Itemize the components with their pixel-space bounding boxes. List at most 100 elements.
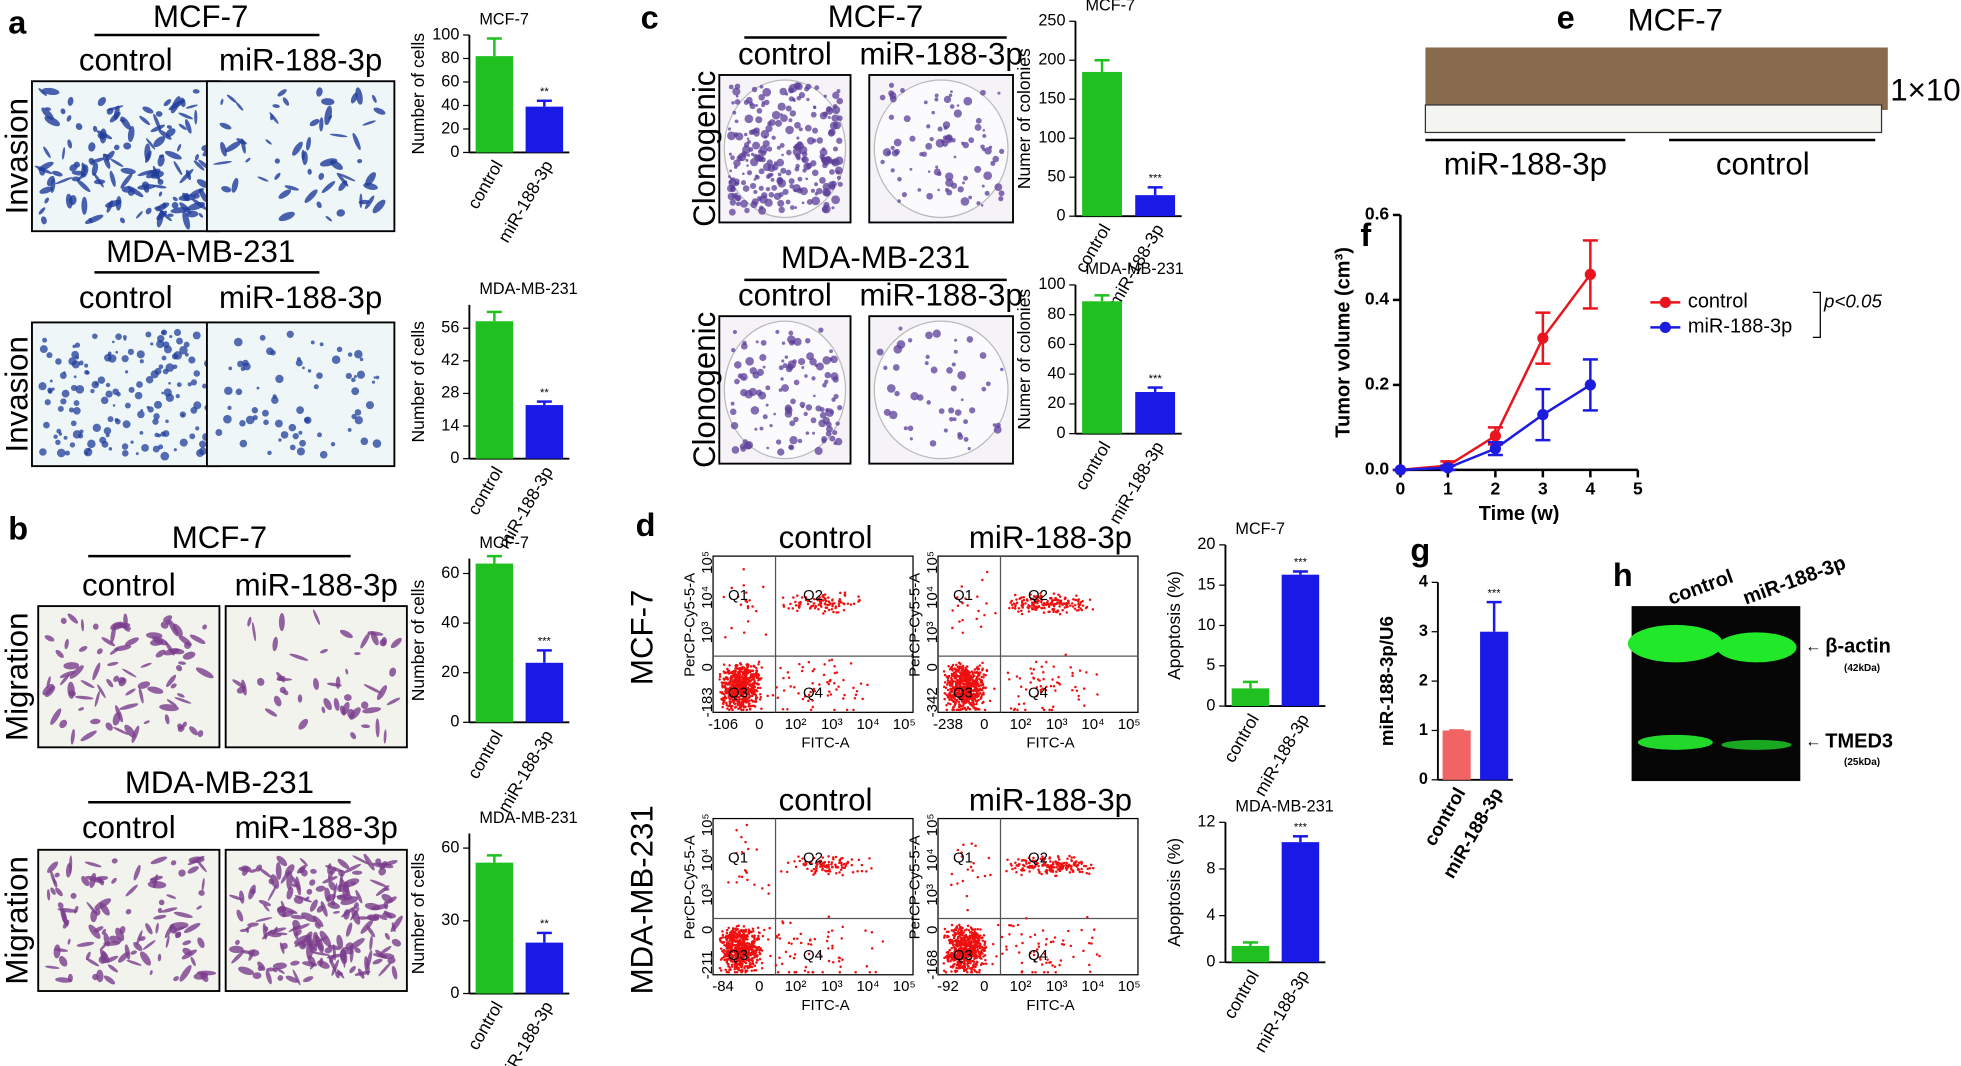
- cell: [729, 169, 732, 172]
- event: [753, 938, 755, 940]
- event: [1065, 862, 1067, 864]
- event: [967, 924, 969, 926]
- event: [798, 605, 800, 607]
- cell: [741, 180, 746, 185]
- event: [1053, 592, 1055, 594]
- y-tick-label: 0: [924, 663, 941, 671]
- cell: [240, 440, 248, 448]
- event: [842, 602, 844, 604]
- event: [827, 931, 829, 933]
- event: [1069, 871, 1071, 873]
- cell: [976, 201, 980, 205]
- cell: [162, 356, 167, 361]
- x-tick-label: 10⁵: [893, 716, 916, 733]
- y-tick-label: 0: [1056, 424, 1065, 442]
- event: [750, 699, 752, 701]
- cell: [968, 196, 972, 200]
- cell: [904, 115, 911, 122]
- y-axis-label: PerCP-Cy5-5-A: [906, 835, 923, 939]
- cell: [115, 418, 119, 422]
- cell: [918, 188, 922, 192]
- event: [989, 874, 991, 876]
- event: [841, 958, 843, 960]
- event: [839, 966, 841, 968]
- cell: [745, 357, 754, 366]
- event: [727, 927, 729, 929]
- lane-label: control: [1665, 566, 1736, 610]
- event: [1009, 601, 1011, 603]
- event: [1079, 669, 1081, 671]
- band: [1628, 625, 1723, 662]
- cell: [944, 135, 952, 143]
- cell: [87, 440, 95, 448]
- cell: [801, 366, 804, 369]
- cell: [789, 184, 794, 189]
- event: [1021, 869, 1023, 871]
- event: [958, 924, 960, 926]
- cell: [215, 429, 222, 436]
- event: [966, 936, 968, 938]
- event: [796, 937, 798, 939]
- cell: [351, 378, 356, 383]
- event: [1076, 690, 1078, 692]
- quadrant-label: Q4: [1028, 947, 1048, 964]
- event: [975, 679, 977, 681]
- cell: [909, 136, 915, 142]
- event: [747, 671, 749, 673]
- cell: [137, 411, 144, 418]
- cell: [822, 356, 830, 364]
- x-axis-label: FITC-A: [1026, 735, 1074, 752]
- event: [1017, 695, 1019, 697]
- cell: [889, 83, 894, 88]
- cell: [177, 382, 182, 387]
- event: [977, 683, 979, 685]
- cell: [777, 448, 784, 455]
- group-label: control: [79, 43, 173, 78]
- y-tick-label: 10⁴: [699, 586, 716, 609]
- assay-label: Invasion: [0, 98, 35, 214]
- event: [831, 929, 833, 931]
- event: [840, 869, 842, 871]
- event: [732, 927, 734, 929]
- event: [869, 971, 871, 973]
- event: [740, 836, 742, 838]
- bar: [526, 405, 563, 459]
- event: [746, 879, 748, 881]
- event: [1092, 867, 1094, 869]
- x-tick-label: -106: [708, 716, 738, 733]
- event: [744, 841, 746, 843]
- cell: [946, 367, 953, 374]
- event: [719, 691, 721, 693]
- event: [1058, 605, 1060, 607]
- event: [1029, 936, 1031, 938]
- event: [951, 939, 953, 941]
- event: [794, 953, 796, 955]
- event: [808, 661, 810, 663]
- cell: [160, 432, 165, 437]
- y-tick-label: 250: [1038, 12, 1065, 30]
- event: [733, 940, 735, 942]
- quadrant-label: Q4: [1028, 685, 1048, 702]
- cell: [731, 422, 738, 429]
- cell: [816, 363, 824, 371]
- event: [1013, 602, 1015, 604]
- event: [946, 951, 948, 953]
- event: [1085, 607, 1087, 609]
- event: [1074, 861, 1076, 863]
- event: [827, 596, 829, 598]
- panel-letter: c: [641, 0, 659, 36]
- event: [753, 665, 755, 667]
- event: [1080, 868, 1082, 870]
- event: [1052, 861, 1054, 863]
- cell: [765, 125, 772, 132]
- event: [1077, 868, 1079, 870]
- event: [1048, 604, 1050, 606]
- event: [797, 692, 799, 694]
- event: [961, 619, 963, 621]
- event: [964, 675, 966, 677]
- event: [977, 939, 979, 941]
- event: [1049, 866, 1051, 868]
- event: [839, 592, 841, 594]
- event: [756, 954, 758, 956]
- cell: [735, 84, 741, 90]
